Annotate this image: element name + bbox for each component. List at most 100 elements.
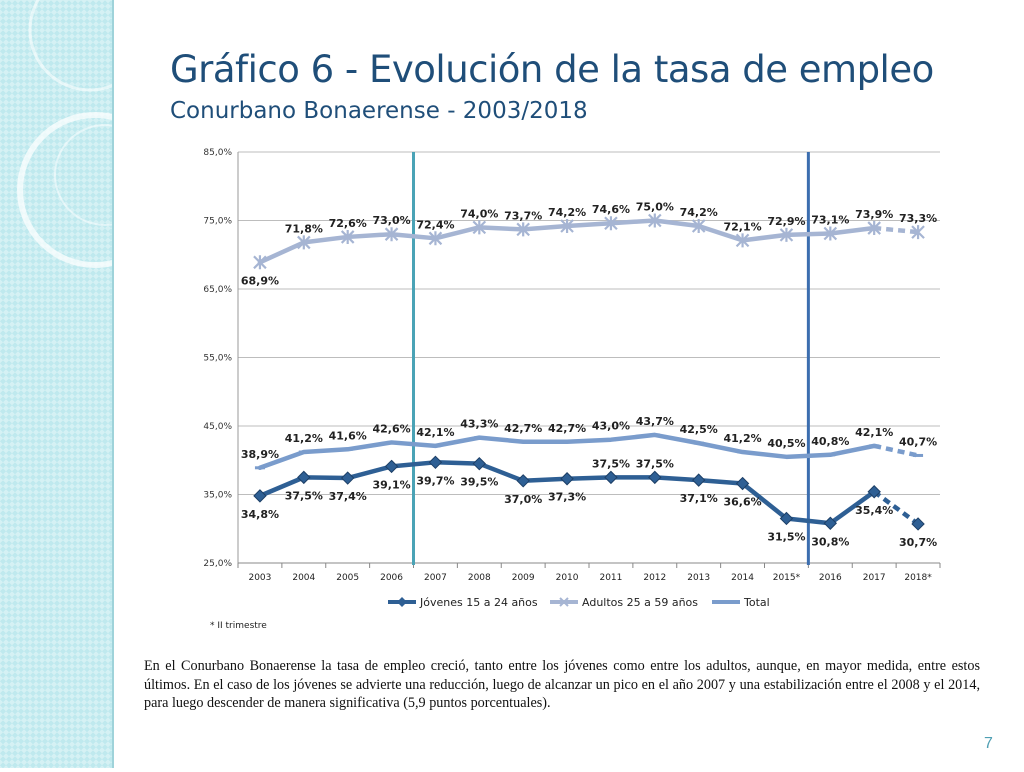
data-label: 37,0% xyxy=(504,493,542,506)
x-tick-label: 2006 xyxy=(380,573,403,583)
x-tick-label: 2015* xyxy=(773,573,801,583)
slide-title: Gráfico 6 - Evolución de la tasa de empl… xyxy=(170,48,934,91)
series-jovenes: 34,8% 37,5% 37,4% 39,1% 39,7% 39,5% 37,0% 37,3%… xyxy=(241,455,937,549)
legend-item-adultos: Adultos 25 a 59 años xyxy=(550,596,698,609)
data-label: 42,1% xyxy=(855,426,893,439)
y-tick-label: 35,0% xyxy=(203,491,232,501)
data-label: 41,2% xyxy=(723,432,761,445)
data-label: 37,3% xyxy=(548,491,586,504)
data-label: 72,6% xyxy=(329,217,367,230)
slide-subtitle: Conurbano Bonaerense - 2003/2018 xyxy=(170,98,588,124)
x-tick-label: 2017 xyxy=(863,573,886,583)
series-projection-adultos xyxy=(873,225,919,235)
y-tick-label: 25,0% xyxy=(203,559,232,569)
slide-paragraph: En el Conurbano Bonaerense la tasa de em… xyxy=(144,658,980,712)
data-label: 75,0% xyxy=(636,201,674,214)
data-label: 71,8% xyxy=(285,222,323,235)
data-point xyxy=(253,255,267,270)
data-label: 42,7% xyxy=(548,422,586,435)
data-point xyxy=(691,473,706,487)
series-projection-total xyxy=(873,443,919,458)
data-label: 37,5% xyxy=(285,489,323,502)
data-label: 43,3% xyxy=(460,418,498,431)
data-point xyxy=(428,455,443,470)
x-tick-label: 2005 xyxy=(336,573,359,583)
page-number: 7 xyxy=(984,735,993,752)
y-tick-label: 45,0% xyxy=(203,422,232,432)
data-point xyxy=(516,474,530,488)
legend-label: Adultos 25 a 59 años xyxy=(582,596,698,609)
x-tick-label: 2012 xyxy=(643,573,666,583)
data-point xyxy=(867,485,881,499)
data-label: 43,7% xyxy=(636,415,674,428)
data-label: 37,5% xyxy=(592,457,630,470)
data-point xyxy=(604,470,618,485)
data-label: 41,6% xyxy=(329,429,367,442)
x-tick-label: 2018* xyxy=(904,573,932,583)
data-label: 72,1% xyxy=(723,220,761,233)
x-tick-label: 2003 xyxy=(248,573,271,583)
data-label: 73,7% xyxy=(504,209,542,222)
x-tick-label: 2009 xyxy=(512,573,535,583)
x-tick-label: 2014 xyxy=(731,573,754,583)
data-label: 42,5% xyxy=(680,423,718,436)
legend-marker xyxy=(397,597,407,607)
data-point xyxy=(779,227,794,242)
data-point xyxy=(648,470,662,485)
data-label: 37,1% xyxy=(680,492,718,505)
data-label: 74,0% xyxy=(460,207,498,220)
data-label: 41,2% xyxy=(285,432,323,445)
data-label: 68,9% xyxy=(241,274,279,287)
data-point xyxy=(384,459,399,474)
data-label: 30,7% xyxy=(899,536,937,549)
data-label: 40,7% xyxy=(899,435,937,448)
data-label: 42,6% xyxy=(372,422,410,435)
data-point xyxy=(297,470,311,485)
chart-footnote: * II trimestre xyxy=(210,621,267,631)
x-tick-label: 2011 xyxy=(599,573,622,583)
legend-item-jovenes: Jóvenes 15 a 24 años xyxy=(388,596,538,609)
data-label: 43,0% xyxy=(592,420,630,433)
data-label: 34,8% xyxy=(241,508,279,521)
data-label: 35,4% xyxy=(855,504,893,517)
data-point xyxy=(911,517,925,531)
x-tick-label: 2007 xyxy=(424,573,447,583)
data-label: 73,9% xyxy=(855,208,893,221)
data-label: 42,1% xyxy=(416,426,454,439)
x-tick-label: 2004 xyxy=(292,573,315,583)
y-tick-label: 55,0% xyxy=(203,354,232,364)
data-point xyxy=(823,226,838,241)
data-point xyxy=(735,476,750,491)
data-label: 39,1% xyxy=(372,478,410,491)
data-point xyxy=(648,213,662,228)
data-point xyxy=(560,218,574,233)
legend-marker xyxy=(559,597,569,607)
data-label: 73,0% xyxy=(372,214,410,227)
data-label: 72,4% xyxy=(416,218,454,231)
x-tick-label: 2008 xyxy=(468,573,491,583)
data-label: 39,5% xyxy=(460,476,498,489)
data-label: 72,9% xyxy=(767,215,805,228)
legend-label: Jóvenes 15 a 24 años xyxy=(419,596,538,609)
data-point xyxy=(604,216,618,231)
data-point xyxy=(560,472,574,486)
series-adultos: 68,9% 71,8% 72,6% 73,0% 72,4% 74,0% 73,7% 74,2%… xyxy=(241,201,937,288)
data-point xyxy=(516,222,530,237)
data-label: 74,6% xyxy=(592,203,630,216)
x-tick-label: 2013 xyxy=(687,573,710,583)
chart-container: 25,0% 35,0% 45,0% 55,0% 65,0% 75,0% 85,0% 2003 2… xyxy=(190,140,950,640)
data-point xyxy=(340,229,355,244)
x-tick-label: 2010 xyxy=(556,573,579,583)
data-point xyxy=(472,456,487,471)
data-point xyxy=(253,489,267,503)
x-tick-label: 2016 xyxy=(819,573,842,583)
data-label: 42,7% xyxy=(504,422,542,435)
series-total: 38,9% 41,2% 41,6% 42,6% 42,1% 43,3% 42,7% 42,7%… xyxy=(241,415,937,471)
decorative-circles xyxy=(17,0,173,268)
y-tick-label: 75,0% xyxy=(203,217,232,227)
legend-label: Total xyxy=(743,596,770,609)
data-point xyxy=(911,225,925,240)
data-label: 73,1% xyxy=(811,214,849,227)
data-label: 40,8% xyxy=(811,435,849,448)
data-point xyxy=(384,227,399,242)
